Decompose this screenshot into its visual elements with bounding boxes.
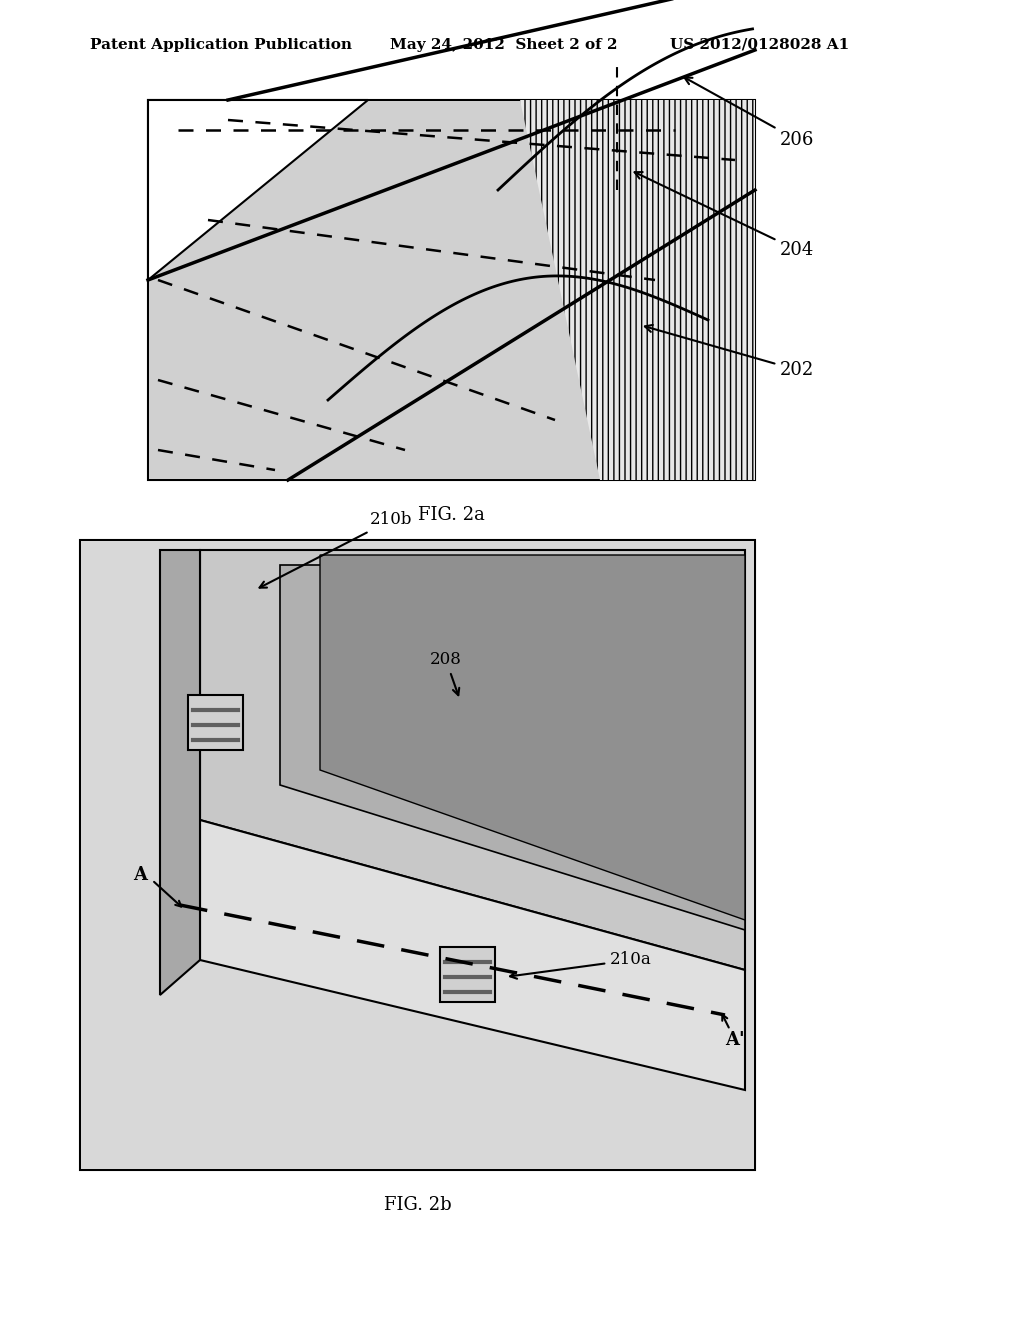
Text: 202: 202 bbox=[645, 325, 814, 379]
Bar bbox=[81, 541, 754, 1170]
Text: Patent Application Publication: Patent Application Publication bbox=[90, 38, 352, 51]
Text: FIG. 2a: FIG. 2a bbox=[418, 506, 485, 524]
Polygon shape bbox=[280, 565, 745, 931]
Text: 206: 206 bbox=[684, 78, 814, 149]
Polygon shape bbox=[160, 550, 200, 995]
Polygon shape bbox=[200, 550, 745, 970]
Text: 204: 204 bbox=[635, 172, 814, 259]
Bar bbox=[188, 696, 243, 750]
Text: A: A bbox=[133, 866, 147, 884]
Text: A': A' bbox=[725, 1031, 744, 1049]
Polygon shape bbox=[520, 100, 755, 480]
Polygon shape bbox=[148, 100, 368, 280]
Bar bbox=[440, 946, 495, 1002]
Bar bbox=[148, 100, 755, 480]
Text: US 2012/0128028 A1: US 2012/0128028 A1 bbox=[670, 38, 849, 51]
Polygon shape bbox=[319, 554, 745, 920]
Text: 208: 208 bbox=[430, 652, 462, 696]
Bar bbox=[150, 102, 754, 479]
Text: 210b: 210b bbox=[259, 511, 413, 587]
Bar bbox=[80, 540, 755, 1170]
Text: FIG. 2b: FIG. 2b bbox=[384, 1196, 452, 1214]
Text: May 24, 2012  Sheet 2 of 2: May 24, 2012 Sheet 2 of 2 bbox=[390, 38, 617, 51]
Text: 210a: 210a bbox=[510, 952, 651, 978]
Polygon shape bbox=[200, 820, 745, 1090]
